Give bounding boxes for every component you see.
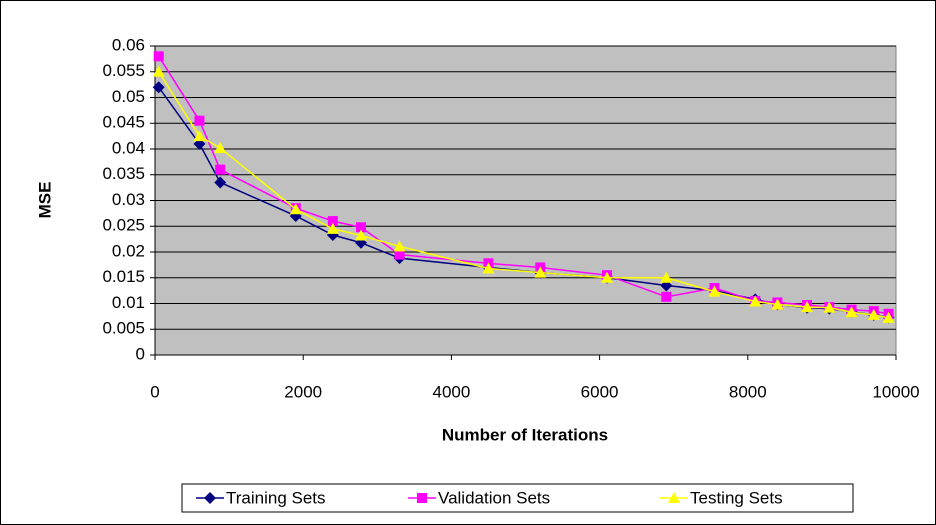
marker [660, 271, 673, 283]
marker [882, 311, 895, 323]
marker [326, 222, 339, 234]
marker [601, 271, 614, 283]
marker [289, 203, 302, 215]
marker [327, 216, 338, 227]
marker [417, 493, 427, 503]
legend-label: Validation Sets [438, 488, 550, 507]
marker [771, 298, 784, 310]
marker [193, 130, 206, 142]
marker [394, 249, 405, 260]
marker [355, 222, 366, 233]
y-tick-label: 0.02 [112, 241, 145, 260]
x-tick-label: 4000 [432, 382, 470, 401]
marker [214, 141, 227, 153]
y-tick-label: 0.035 [102, 164, 145, 183]
y-tick-label: 0.055 [102, 61, 145, 80]
marker [214, 176, 227, 189]
x-tick-label: 6000 [581, 382, 619, 401]
marker [215, 164, 226, 175]
marker [801, 301, 814, 313]
marker [354, 229, 367, 241]
marker [153, 51, 164, 62]
legend [181, 483, 854, 513]
x-axis-title: Number of Iterations [442, 425, 608, 444]
marker [749, 295, 762, 307]
marker [204, 492, 216, 504]
legend-label: Training Sets [226, 488, 326, 507]
y-tick-label: 0.005 [102, 319, 145, 338]
y-tick-label: 0 [136, 344, 145, 363]
y-tick-label: 0.015 [102, 267, 145, 286]
marker [194, 115, 205, 126]
marker [482, 262, 495, 274]
marker [823, 301, 836, 313]
marker [708, 285, 721, 297]
x-tick-label: 2000 [284, 382, 322, 401]
marker [668, 492, 680, 503]
y-tick-label: 0.03 [112, 190, 145, 209]
y-tick-label: 0.04 [112, 138, 145, 157]
marker [661, 291, 672, 302]
y-tick-label: 0.05 [112, 87, 145, 106]
marker [393, 240, 406, 252]
marker [867, 308, 880, 320]
x-tick-label: 10000 [872, 382, 919, 401]
marker [152, 65, 165, 77]
legend-label: Testing Sets [690, 488, 783, 507]
marker [845, 306, 858, 318]
marker [152, 81, 165, 94]
marker [534, 266, 547, 278]
y-tick-label: 0.06 [112, 35, 145, 54]
y-tick-label: 0.025 [102, 216, 145, 235]
y-tick-label: 0.045 [102, 113, 145, 132]
y-tick-label: 0.01 [112, 293, 145, 312]
x-tick-label: 8000 [729, 382, 767, 401]
x-tick-label: 0 [150, 382, 159, 401]
y-axis-title: MSE [35, 182, 54, 219]
